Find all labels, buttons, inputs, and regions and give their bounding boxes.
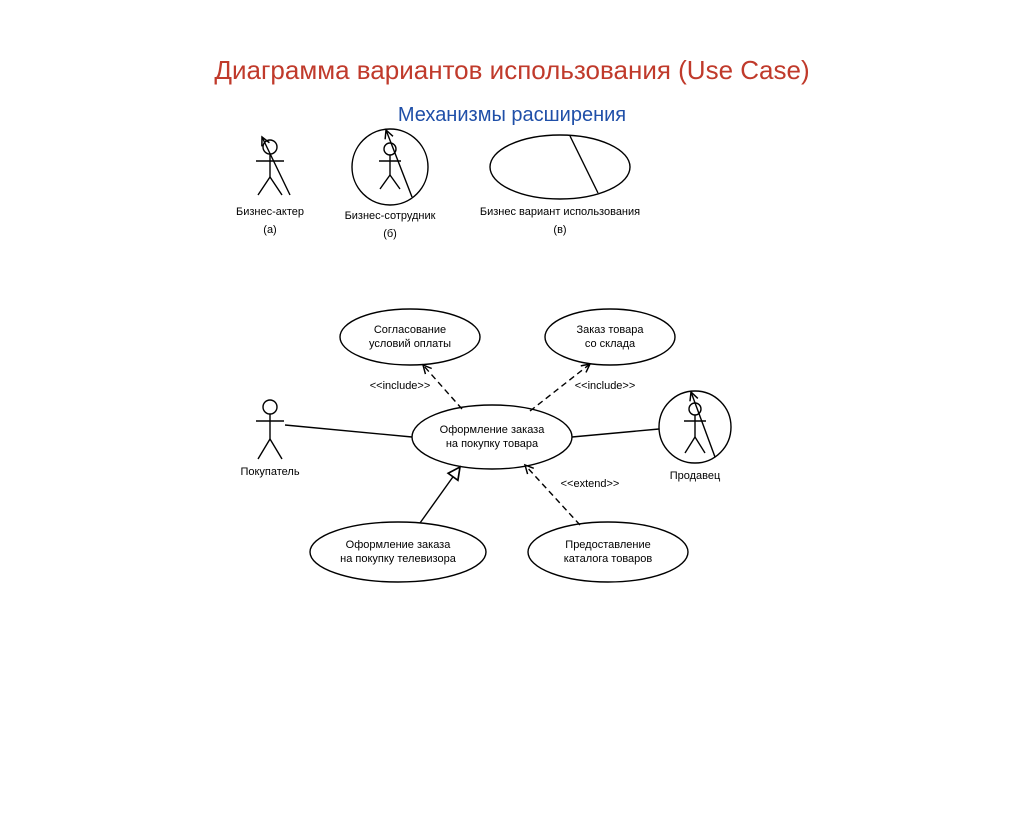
svg-text:условий оплаты: условий оплаты	[369, 338, 451, 350]
include-label-1: <<include>>	[370, 380, 431, 392]
svg-text:Оформление заказа: Оформление заказа	[346, 539, 452, 551]
svg-text:Согласование: Согласование	[374, 324, 446, 336]
legend-biz-usecase: Бизнес вариант использования (в)	[480, 135, 640, 236]
legend-label-b: Бизнес-сотрудник	[345, 210, 436, 222]
diagram-canvas: Бизнес-актер (а) Бизнес-сотрудник (б) Би…	[0, 127, 1024, 727]
legend-label-a: Бизнес-актер	[236, 206, 304, 218]
usecase-tv: Оформление заказа на покупку телевизора	[310, 522, 486, 582]
svg-text:каталога товаров: каталога товаров	[564, 553, 653, 565]
usecase-catalog: Предоставление каталога товаров	[528, 522, 688, 582]
actor-buyer-label: Покупатель	[240, 466, 299, 478]
legend-biz-worker: Бизнес-сотрудник (б)	[345, 129, 436, 240]
svg-text:Заказ товара: Заказ товара	[576, 324, 644, 336]
legend-label-c: Бизнес вариант использования	[480, 206, 640, 218]
legend-sub-a: (а)	[263, 224, 276, 236]
assoc-buyer-main	[285, 425, 412, 437]
extend-label: <<extend>>	[561, 478, 620, 490]
extend-catalog-main	[525, 465, 580, 525]
svg-text:на покупку товара: на покупку товара	[446, 438, 539, 450]
actor-buyer: Покупатель	[240, 400, 299, 478]
svg-text:на покупку телевизора: на покупку телевизора	[340, 553, 457, 565]
legend-sub-b: (б)	[383, 228, 397, 240]
legend-sub-c: (в)	[553, 224, 566, 236]
page-title: Диаграмма вариантов использования (Use C…	[0, 55, 1024, 86]
usecase-diagram: Покупатель Продавец Согласование условий…	[240, 309, 731, 582]
usecase-main: Оформление заказа на покупку товара	[412, 405, 572, 469]
legend-biz-actor: Бизнес-актер (а)	[236, 137, 304, 236]
legend: Бизнес-актер (а) Бизнес-сотрудник (б) Би…	[236, 129, 640, 240]
page-subtitle: Механизмы расширения	[0, 104, 1024, 127]
actor-seller-label: Продавец	[670, 470, 721, 482]
svg-text:со склада: со склада	[585, 338, 636, 350]
include-label-2: <<include>>	[575, 380, 636, 392]
assoc-seller-main	[572, 429, 659, 437]
gen-tv-main	[420, 467, 460, 523]
actor-seller: Продавец	[659, 391, 731, 482]
stick-figure-icon	[379, 143, 401, 189]
svg-text:Предоставление: Предоставление	[565, 539, 650, 551]
usecase-payment: Согласование условий оплаты	[340, 309, 480, 365]
stick-figure-icon	[256, 137, 290, 195]
svg-text:Оформление заказа: Оформление заказа	[440, 424, 546, 436]
usecase-stock: Заказ товара со склада	[545, 309, 675, 365]
